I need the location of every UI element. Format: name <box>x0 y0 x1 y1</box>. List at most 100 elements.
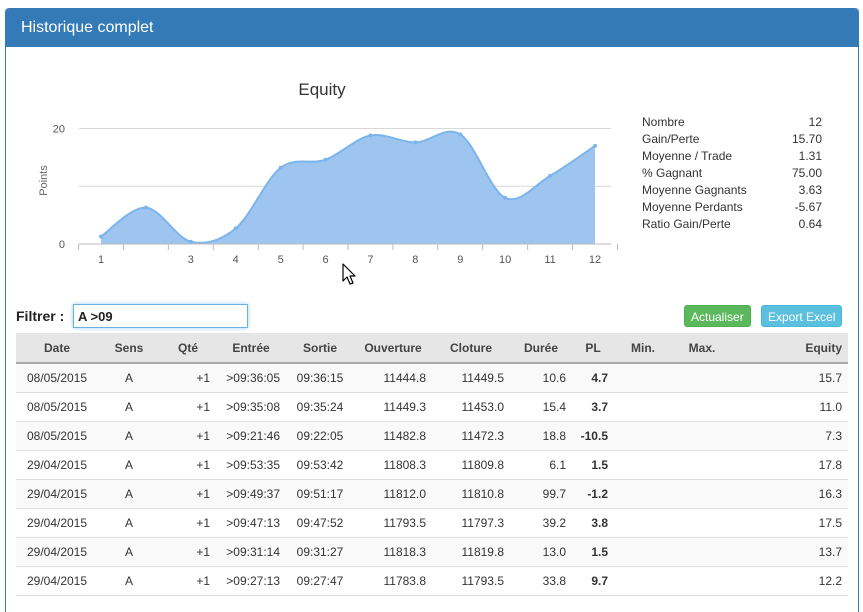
table-cell: 16.3 <box>732 479 848 509</box>
x-tick-label: 6 <box>322 254 328 266</box>
x-tick-label: 11 <box>544 254 555 266</box>
table-cell <box>672 363 732 393</box>
data-point <box>503 195 508 200</box>
x-tick-label: 4 <box>233 254 239 266</box>
table-cell: >09:47:13 <box>216 508 286 538</box>
filter-input[interactable] <box>73 304 248 328</box>
x-tick-label: 3 <box>188 254 194 266</box>
stat-row: % Gagnant 75.00 <box>642 165 822 182</box>
table-cell: 29/04/2015 <box>16 450 98 480</box>
table-row[interactable]: 29/04/2015 A +1 >09:47:13 09:47:52 11793.5 117… <box>16 508 848 538</box>
table-cell: 11808.3 <box>354 450 432 480</box>
table-cell: 15.4 <box>510 392 572 422</box>
filter-label: Filtrer : <box>16 308 65 324</box>
column-header[interactable]: Sens <box>98 333 160 364</box>
table-cell <box>614 363 672 393</box>
export-excel-button[interactable]: Export Excel <box>761 305 843 327</box>
stat-label: Ratio Gain/Perte <box>642 217 731 231</box>
table-cell: A <box>98 479 160 509</box>
table-row[interactable]: 29/04/2015 A +1 >09:31:14 09:31:27 11818.3 118… <box>16 537 848 567</box>
column-header[interactable]: Max. <box>672 333 732 364</box>
column-header[interactable]: Entrée <box>216 333 286 364</box>
stat-value: -5.67 <box>794 200 822 214</box>
column-header[interactable]: Durée <box>510 333 572 364</box>
stat-value: 3.63 <box>798 183 822 197</box>
table-cell <box>672 479 732 509</box>
column-header[interactable]: Equity <box>732 333 848 364</box>
table-row[interactable]: 08/05/2015 A +1 >09:36:05 09:36:15 11444.8 114… <box>16 363 848 393</box>
table-row[interactable]: 29/04/2015 A +1 >09:53:35 09:53:42 11808.3 118… <box>16 450 848 480</box>
column-header[interactable]: Qté <box>160 333 216 364</box>
refresh-button[interactable]: Actualiser <box>684 305 751 327</box>
stat-row: Ratio Gain/Perte 0.64 <box>642 216 822 233</box>
table-cell: 1.5 <box>572 450 614 480</box>
data-point <box>188 239 193 244</box>
column-header[interactable]: PL <box>572 333 614 364</box>
table-cell: 9.7 <box>572 566 614 596</box>
stat-row: Nombre 12 <box>642 114 822 131</box>
table-row[interactable]: 29/04/2015 A +1 >09:27:13 09:27:47 11783.8 117… <box>16 566 848 596</box>
column-header[interactable]: Ouverture <box>354 333 432 364</box>
table-cell: >09:27:13 <box>216 566 286 596</box>
table-cell: 09:31:27 <box>286 537 354 567</box>
table-cell: +1 <box>160 566 216 596</box>
table-cell: 12.2 <box>732 566 848 596</box>
equity-chart: Equity Points 0 20 1 3 4 5 6 7 8 9 10 11 12 <box>6 47 858 287</box>
data-point <box>99 234 103 239</box>
table-row[interactable]: 08/05/2015 A +1 >09:21:46 09:22:05 11482.8 114… <box>16 421 848 451</box>
data-point <box>368 133 373 138</box>
table-cell: +1 <box>160 363 216 393</box>
data-point <box>458 132 463 137</box>
column-header[interactable]: Sortie <box>286 333 354 364</box>
table-cell: 08/05/2015 <box>16 421 98 451</box>
column-header[interactable]: Cloture <box>432 333 510 364</box>
data-point <box>548 173 553 178</box>
stat-label: Moyenne / Trade <box>642 149 733 163</box>
table-cell: >09:35:08 <box>216 392 286 422</box>
table-cell: 11809.8 <box>432 450 510 480</box>
table-cell: >09:49:37 <box>216 479 286 509</box>
table-cell: 11818.3 <box>354 537 432 567</box>
column-header[interactable]: Date <box>16 333 98 364</box>
table-cell: 11793.5 <box>354 508 432 538</box>
column-header[interactable]: Min. <box>614 333 672 364</box>
table-cell: 08/05/2015 <box>16 363 98 393</box>
table-cell: 09:35:24 <box>286 392 354 422</box>
data-point <box>278 165 283 170</box>
table-cell: 6.1 <box>510 450 572 480</box>
table-cell: 11449.5 <box>432 363 510 393</box>
table-cell: A <box>98 566 160 596</box>
table-cell <box>614 508 672 538</box>
chart-title: Equity <box>298 80 346 99</box>
x-tick-label: 1 <box>98 254 104 266</box>
table-cell: 11812.0 <box>354 479 432 509</box>
table-cell: 13.0 <box>510 537 572 567</box>
table-cell: 15.7 <box>732 363 848 393</box>
table-cell: 33.8 <box>510 566 572 596</box>
table-cell: 10.6 <box>510 363 572 393</box>
table-cell: 17.5 <box>732 508 848 538</box>
table-cell: 11810.8 <box>432 479 510 509</box>
table-cell <box>614 450 672 480</box>
table-cell: 11472.3 <box>432 421 510 451</box>
x-tick-label: 12 <box>589 254 601 266</box>
table-cell: 11.0 <box>732 392 848 422</box>
table-cell: 11482.8 <box>354 421 432 451</box>
stat-row: Gain/Perte 15.70 <box>642 131 822 148</box>
mouse-cursor-icon <box>342 263 356 285</box>
table-cell: >09:53:35 <box>216 450 286 480</box>
table-row[interactable]: 29/04/2015 A +1 >09:49:37 09:51:17 11812.0 118… <box>16 479 848 509</box>
table-cell: 29/04/2015 <box>16 566 98 596</box>
table-cell: 09:51:17 <box>286 479 354 509</box>
stat-value: 15.70 <box>791 132 822 146</box>
table-cell <box>614 537 672 567</box>
table-cell: A <box>98 421 160 451</box>
table-cell: 29/04/2015 <box>16 479 98 509</box>
table-cell: A <box>98 537 160 567</box>
data-point <box>143 205 148 210</box>
stat-row: Moyenne Gagnants 3.63 <box>642 182 822 199</box>
table-row[interactable]: 08/05/2015 A +1 >09:35:08 09:35:24 11449.3 114… <box>16 392 848 422</box>
equity-area <box>101 131 595 244</box>
stat-value: 0.64 <box>798 217 822 231</box>
stat-value: 12 <box>808 115 822 129</box>
